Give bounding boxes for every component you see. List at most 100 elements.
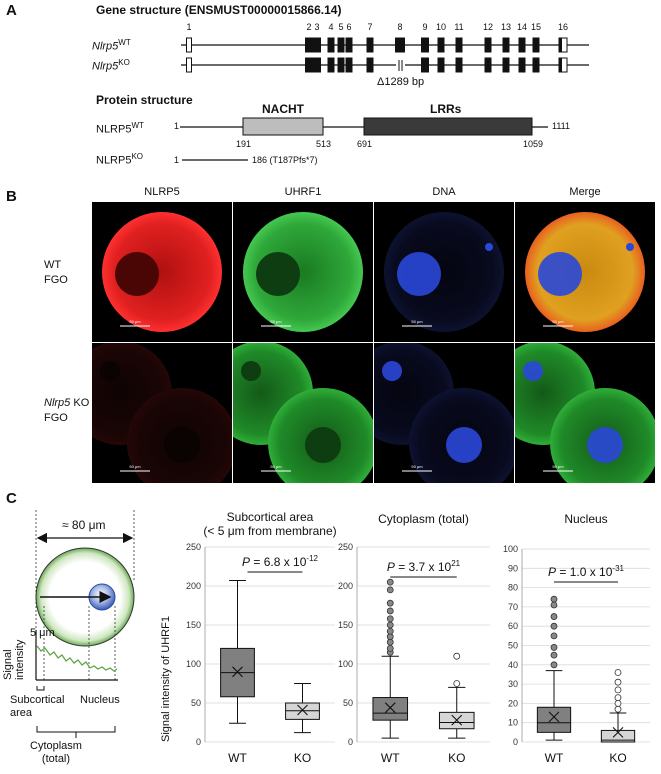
wt-start-label: 1 (174, 121, 180, 131)
outlier-point (386, 599, 394, 607)
outlier-point (550, 622, 558, 630)
exon-number: 13 (501, 22, 511, 32)
outlier-point (614, 694, 622, 702)
micrograph-merge-wt: 50 μm (515, 202, 655, 342)
chart-title: Cytoplasm (total) (378, 512, 469, 526)
cytoplasm-label: Cytoplasm (total) (30, 740, 82, 766)
p-text: = 6.8 x 10 (250, 555, 307, 569)
subcortical-label: Subcortical area (10, 694, 64, 720)
outlier-point (386, 586, 394, 594)
exon-number: 12 (483, 22, 493, 32)
exon (366, 37, 374, 53)
oocyte (525, 212, 645, 332)
micrograph-dna-wt: 50 μm (374, 202, 514, 342)
scale-bar-label: 50 μm (411, 464, 423, 469)
outlier-point (550, 595, 558, 603)
exon-number: 11 (454, 22, 463, 32)
x-category-label: KO (294, 751, 311, 765)
y-tick-label: 50 (508, 641, 518, 651)
nucleus (446, 427, 482, 463)
row-label-line: Nlrp5 KO (44, 396, 89, 411)
outlier-point (386, 627, 394, 635)
micrograph-dna-ko: 50 μm (374, 343, 514, 483)
y-tick-label: 30 (508, 679, 518, 689)
exon (313, 37, 321, 53)
protein-sup: KO (131, 152, 144, 161)
panel-b-letter: B (6, 188, 17, 205)
x-category-label: KO (609, 751, 626, 765)
column-header-dna: DNA (432, 186, 456, 198)
y-tick-label: 60 (508, 621, 518, 631)
nucleus (256, 252, 300, 296)
exon (437, 37, 445, 53)
protein-label-wt: NLRP5WT (96, 121, 144, 136)
exon-number: 16 (558, 22, 568, 32)
exon (305, 37, 313, 53)
outlier-point (550, 661, 558, 669)
outlier-point (386, 615, 394, 623)
outlier-point (614, 669, 622, 676)
exon-number: 2 (306, 22, 311, 32)
nacht-end-label: 513 (316, 139, 332, 149)
nucleus-schematic-label: Nucleus (80, 694, 120, 706)
row-label-line: FGO (44, 274, 68, 286)
exon (484, 37, 492, 53)
y-tick-label: 20 (508, 698, 518, 708)
scale-bar-label: 50 μm (411, 319, 423, 324)
y-tick-label: 150 (338, 620, 353, 630)
nucleus (523, 361, 543, 381)
p-value-label: P = 6.8 x 10-12 (242, 554, 319, 569)
exon (337, 57, 345, 73)
exon-number: 3 (314, 22, 319, 32)
gene-sup: WT (118, 38, 131, 47)
exon (327, 57, 335, 73)
five-um-label: 5 μm (30, 627, 55, 639)
p-text: = 1.0 x 10 (556, 565, 613, 579)
p-symbol: P (387, 560, 395, 574)
domain-lrrs-label: LRRs (430, 102, 462, 116)
exon (532, 57, 540, 73)
p-exponent: -12 (306, 554, 318, 563)
protein-structure-diagram (180, 117, 548, 161)
outlier-point (614, 686, 622, 694)
exon (518, 57, 526, 73)
y-tick-label: 100 (338, 659, 353, 669)
protein-structure-title: Protein structure (96, 93, 193, 107)
micrograph-nlrp5-ko: 50 μm (92, 343, 232, 483)
exon (518, 37, 526, 53)
exon-number: 14 (517, 22, 527, 32)
polar-body (485, 243, 493, 251)
y-tick-label: 250 (338, 542, 353, 552)
scale-bar-label: 50 μm (129, 464, 141, 469)
gene-name: Nlrp5 (92, 40, 119, 53)
row-label-wt: WT FGO (44, 258, 68, 288)
nacht-start-label: 191 (236, 139, 252, 149)
exon (305, 57, 313, 73)
chart-title: Nucleus (564, 512, 607, 526)
p-exponent: -31 (612, 564, 624, 573)
gene-name: Nlrp5 (92, 60, 119, 73)
exon (455, 57, 463, 73)
exon-number: 8 (397, 22, 402, 32)
ko-end-label: 186 (T187Pfs*7) (252, 155, 318, 165)
protein-sup: WT (131, 121, 144, 130)
exon (395, 37, 405, 53)
micrograph-nlrp5-wt: 50 μm (92, 202, 232, 342)
exon (366, 57, 374, 73)
exon (532, 37, 540, 53)
nucleus (305, 427, 341, 463)
exon (502, 37, 510, 53)
outlier-point (614, 705, 622, 713)
cytoplasm-line: (total) (41, 753, 71, 765)
gene-name: Nlrp5 (44, 397, 71, 409)
exon-coding-part (559, 58, 562, 72)
outlier-point (614, 678, 622, 686)
oocyte (102, 212, 222, 332)
outlier-point (386, 578, 394, 586)
mean-marker (384, 702, 396, 714)
exon (313, 57, 321, 73)
outlier-point (550, 651, 558, 659)
exon-number: 1 (186, 22, 191, 32)
y-tick-label: 250 (186, 542, 201, 552)
